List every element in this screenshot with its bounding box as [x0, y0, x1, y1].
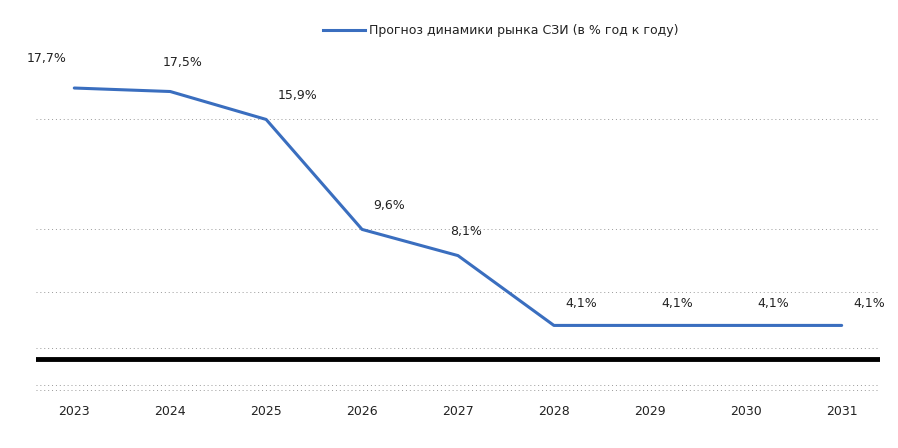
- Text: 9,6%: 9,6%: [374, 199, 405, 212]
- Text: Прогноз динамики рынка СЗИ (в % год к году): Прогноз динамики рынка СЗИ (в % год к го…: [369, 24, 679, 37]
- Text: 2023: 2023: [58, 405, 90, 418]
- Text: 17,5%: 17,5%: [163, 56, 202, 69]
- Text: 4,1%: 4,1%: [853, 297, 885, 310]
- Text: 2030: 2030: [730, 405, 762, 418]
- Text: 2024: 2024: [154, 405, 186, 418]
- Text: 8,1%: 8,1%: [450, 225, 482, 238]
- Text: 4,1%: 4,1%: [661, 297, 693, 310]
- Text: 4,1%: 4,1%: [757, 297, 789, 310]
- Text: 2027: 2027: [442, 405, 474, 418]
- Text: 4,1%: 4,1%: [566, 297, 597, 310]
- Text: 2028: 2028: [538, 405, 569, 418]
- Text: 2031: 2031: [826, 405, 858, 418]
- Text: 15,9%: 15,9%: [277, 89, 317, 102]
- Text: 2025: 2025: [251, 405, 282, 418]
- Text: 2029: 2029: [634, 405, 665, 418]
- Text: 17,7%: 17,7%: [27, 52, 66, 65]
- Text: 2026: 2026: [347, 405, 378, 418]
